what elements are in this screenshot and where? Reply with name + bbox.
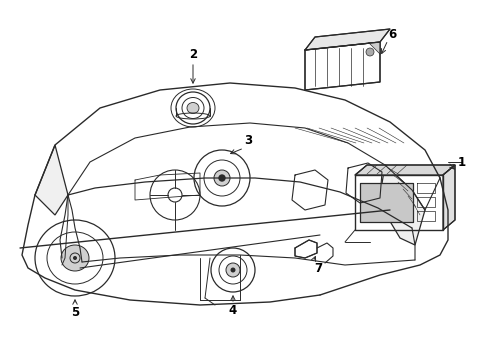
Polygon shape [35,145,68,215]
Polygon shape [294,240,316,258]
Polygon shape [354,165,454,175]
Polygon shape [377,165,424,245]
Circle shape [73,256,77,260]
Polygon shape [367,42,379,54]
Text: 2: 2 [188,49,197,62]
Ellipse shape [186,103,199,113]
Text: 1: 1 [457,156,465,168]
Ellipse shape [61,245,89,271]
Polygon shape [305,29,389,50]
Text: 7: 7 [313,261,322,274]
Polygon shape [442,165,454,230]
Polygon shape [305,42,379,90]
Text: 4: 4 [228,303,237,316]
Circle shape [225,263,240,277]
Circle shape [219,175,224,181]
Text: 3: 3 [244,134,251,147]
Text: 5: 5 [71,306,79,319]
Circle shape [365,48,373,56]
Circle shape [214,170,229,186]
Text: 6: 6 [387,28,395,41]
Polygon shape [359,183,412,222]
Circle shape [230,267,235,273]
